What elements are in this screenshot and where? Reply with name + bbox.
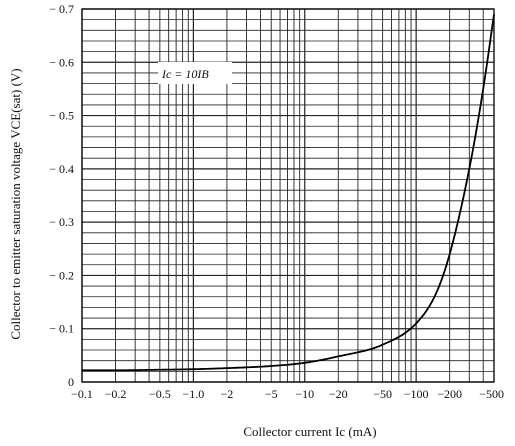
y-tick-label: − 0.4 [49,162,74,176]
y-tick-label: − 0.7 [49,2,74,16]
saturation-curve [82,14,494,370]
y-tick-label: − 0.3 [49,215,74,229]
x-tick-label: −0.5 [149,387,171,401]
x-tick-label: −1.0 [182,387,204,401]
x-tick-label: −50 [373,387,392,401]
y-tick-label: − 0.2 [49,268,74,282]
y-tick-label: − 0.6 [49,55,74,69]
x-tick-label: −10 [295,387,314,401]
x-tick-label: −0.1 [71,387,93,401]
x-tick-label: −2 [221,387,234,401]
series-layer [82,14,494,370]
x-tick-label: −0.2 [105,387,127,401]
x-tick-label: −500 [479,387,504,401]
x-tick-label: −100 [404,387,429,401]
x-axis-label: Collector current Ic (mA) [243,424,376,439]
annotation-text: Ic = 10IB [161,67,209,81]
x-tick-label: −20 [329,387,348,401]
x-tick-label: −200 [437,387,462,401]
y-axis-label: Collector to emitter saturation voltage … [8,68,23,339]
plot-frame [82,9,494,382]
annotation-box: Ic = 10IB [158,62,232,84]
y-tick-label: − 0.1 [49,322,74,336]
x-tick-label: −5 [265,387,278,401]
y-tick-label: − 0.5 [49,109,74,123]
grid [82,9,494,382]
